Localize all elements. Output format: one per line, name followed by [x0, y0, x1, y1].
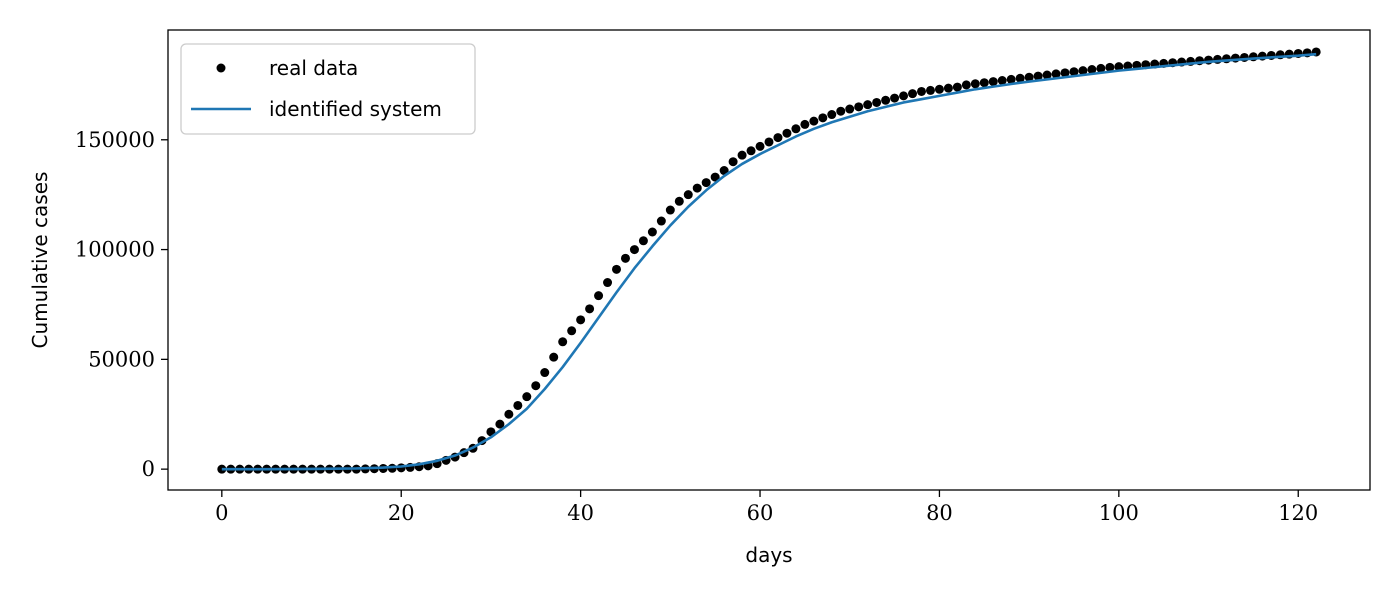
x-axis-label: days	[745, 543, 792, 567]
data-point	[943, 83, 953, 93]
data-point	[656, 216, 666, 226]
data-point	[890, 93, 900, 103]
data-point	[558, 337, 568, 347]
data-point	[629, 245, 639, 255]
data-point	[899, 91, 909, 101]
data-point	[540, 368, 550, 378]
data-point	[1105, 62, 1115, 72]
data-point	[961, 80, 971, 90]
data-point	[818, 113, 828, 123]
y-tick-label: 150000	[75, 128, 155, 152]
data-point	[1042, 70, 1052, 80]
data-point	[1060, 68, 1070, 78]
data-point	[513, 400, 523, 410]
axes-layer: 0 20 40 60 80 100 120 0 50000 100000 150000	[75, 128, 1318, 525]
data-point	[988, 77, 998, 87]
data-point	[1006, 74, 1016, 84]
x-tick-label: 40	[567, 501, 594, 525]
legend-marker-real-data	[216, 63, 226, 73]
y-axis-label: Cumulative cases	[28, 172, 52, 349]
data-point	[620, 253, 630, 263]
data-point	[863, 100, 873, 110]
data-point	[683, 190, 693, 200]
data-point	[531, 381, 541, 391]
data-point	[970, 79, 980, 89]
data-point	[854, 102, 864, 112]
data-point	[1114, 62, 1124, 72]
data-point	[549, 352, 559, 362]
data-point	[773, 133, 783, 143]
data-point	[791, 124, 801, 134]
x-tick-label: 60	[747, 501, 774, 525]
data-point	[647, 227, 657, 237]
data-point	[800, 119, 810, 129]
data-point	[1078, 66, 1088, 76]
plot-frame	[167, 29, 1371, 491]
data-point	[1024, 72, 1034, 82]
data-point	[1033, 71, 1043, 81]
data-point	[827, 110, 837, 120]
data-point	[782, 128, 792, 138]
data-point	[1087, 65, 1097, 75]
data-point	[576, 315, 586, 325]
series-line-identified-system	[221, 52, 1317, 471]
x-tick-label: 80	[926, 501, 953, 525]
data-point	[836, 106, 846, 116]
data-point	[665, 205, 675, 215]
data-point	[728, 157, 738, 167]
data-point	[916, 86, 926, 96]
data-point	[692, 183, 702, 193]
data-point	[504, 409, 514, 419]
legend-label-identified-system: identified system	[269, 97, 442, 121]
y-tick-label: 100000	[75, 238, 155, 262]
x-tick-label: 20	[388, 501, 415, 525]
data-point	[674, 196, 684, 206]
y-tick-label: 50000	[88, 347, 155, 371]
data-point	[522, 392, 532, 402]
data-point	[701, 178, 711, 188]
data-point	[1051, 69, 1061, 79]
x-tick-label: 120	[1278, 501, 1318, 525]
data-point	[952, 82, 962, 92]
data-point	[1069, 67, 1079, 77]
data-layer	[217, 47, 1321, 474]
data-point	[872, 97, 882, 107]
data-point	[925, 85, 935, 95]
x-tick-label: 0	[215, 501, 228, 525]
data-point	[612, 264, 622, 274]
data-point	[908, 89, 918, 99]
y-tick-label: 0	[142, 457, 155, 481]
data-point	[567, 326, 577, 336]
data-point	[764, 137, 774, 147]
data-point	[755, 141, 765, 151]
data-point	[737, 150, 747, 160]
data-point	[997, 76, 1007, 86]
data-point	[881, 95, 891, 105]
data-point	[746, 146, 756, 156]
data-point	[719, 166, 729, 176]
data-point	[1096, 63, 1106, 73]
data-point	[1015, 73, 1025, 83]
data-point	[585, 304, 595, 314]
legend: real data identified system	[180, 43, 476, 135]
data-point	[934, 84, 944, 94]
data-point	[845, 104, 855, 114]
data-point	[603, 278, 613, 288]
data-point	[710, 172, 720, 182]
legend-label-real-data: real data	[269, 56, 358, 80]
data-point	[594, 291, 604, 301]
data-point	[809, 116, 819, 126]
data-point	[638, 236, 648, 246]
legend-box	[180, 43, 476, 135]
x-tick-label: 100	[1099, 501, 1139, 525]
data-point	[979, 78, 989, 88]
data-point	[495, 419, 505, 429]
